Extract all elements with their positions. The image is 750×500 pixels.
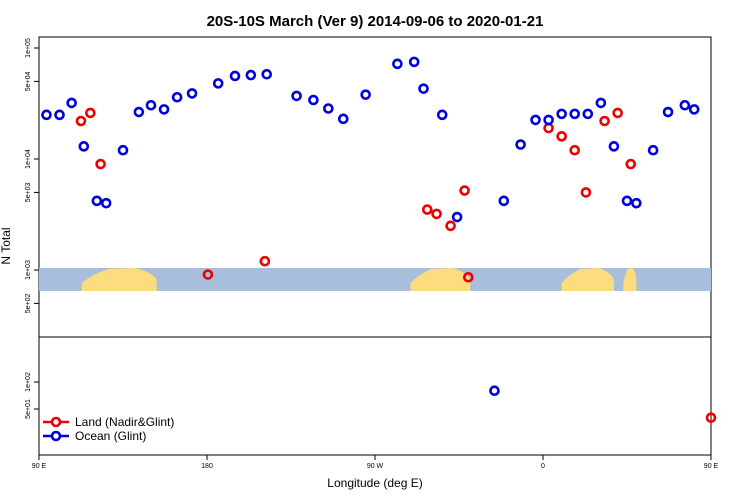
ocean-point [688, 104, 700, 115]
ocean-point [515, 139, 526, 150]
ocean-point [360, 89, 371, 100]
x-tick-label: 180 [201, 463, 213, 470]
ocean-point [569, 108, 581, 120]
land-point [459, 185, 470, 196]
y-tick-label: 1e+04 [25, 149, 32, 169]
ocean-point [498, 195, 510, 207]
ocean-point [186, 88, 198, 99]
ocean-point [582, 108, 594, 120]
legend-land-marker [50, 416, 62, 428]
ocean-point [323, 103, 334, 114]
land-point [569, 144, 581, 156]
ocean-point [54, 109, 65, 121]
land-point [75, 115, 87, 127]
ocean-point [621, 195, 633, 207]
land-point [421, 204, 433, 215]
ocean-point [436, 109, 448, 121]
ocean-point [308, 94, 319, 106]
ocean-point [337, 113, 349, 125]
land-point [431, 208, 442, 220]
ocean-point [171, 91, 183, 103]
land-point [599, 115, 610, 127]
ocean-point [418, 83, 429, 94]
ocean-point [291, 90, 302, 102]
map-land [623, 268, 637, 291]
ocean-point [408, 56, 420, 68]
land-point [95, 158, 106, 170]
ocean-point [212, 78, 224, 89]
chart-title: 20S-10S March (Ver 9) 2014-09-06 to 2020… [207, 13, 544, 30]
land-point [580, 187, 592, 198]
y-tick-label: 5e+04 [25, 71, 32, 91]
y-tick-label: 5e+02 [25, 293, 32, 313]
ocean-point [100, 197, 112, 209]
ocean-point [41, 109, 52, 121]
ocean-point [543, 114, 554, 126]
ocean-point [117, 144, 129, 156]
ocean-point [158, 104, 170, 115]
x-axis-label: Longitude (deg E) [327, 476, 422, 490]
land-point [85, 107, 96, 119]
ocean-point [662, 106, 674, 118]
ocean-point [595, 97, 607, 109]
ocean-point [133, 106, 145, 118]
y-tick-label: 5e+01 [25, 399, 32, 419]
y-axis-ticks: 1e+05 5e+04 1e+04 5e+03 1e+03 5e+02 1e+02 5e+01 [25, 38, 39, 419]
ocean-point [489, 385, 500, 396]
y-tick-label: 1e+05 [25, 38, 32, 58]
map-land [81, 268, 157, 291]
ocean-point [145, 99, 157, 111]
ocean-point [451, 211, 463, 223]
ocean-point [78, 141, 90, 152]
ocean-point [392, 58, 403, 70]
ocean-point [647, 144, 659, 156]
map-land [410, 268, 471, 291]
map-land [561, 268, 614, 291]
data-points [41, 56, 717, 423]
land-point [625, 158, 637, 170]
x-tick-label: 90 W [367, 463, 384, 470]
land-point [612, 107, 623, 119]
x-tick-label: 90 E [32, 463, 47, 470]
y-tick-label: 1e+03 [25, 260, 32, 280]
ocean-point [608, 141, 620, 152]
ocean-point [530, 114, 541, 126]
legend: Land (Nadir&Glint)Ocean (Glint) [43, 415, 174, 443]
ocean-point [556, 108, 567, 120]
land-point [445, 220, 456, 232]
x-tick-label: 0 [541, 463, 545, 470]
y-axis-label: N Total [0, 227, 13, 264]
map-ocean [39, 268, 711, 291]
land-point [463, 271, 474, 283]
land-point [556, 131, 567, 142]
x-axis-ticks: 90 E 180 90 W 0 90 E [32, 455, 719, 470]
ocean-point [245, 69, 257, 81]
legend-ocean-marker [50, 430, 62, 442]
ocean-point [229, 70, 241, 82]
land-point [202, 269, 214, 280]
legend-land-label: Land (Nadir&Glint) [75, 415, 174, 429]
ocean-point [261, 68, 273, 80]
ocean-point [66, 97, 77, 109]
ocean-point [631, 197, 642, 209]
land-point [705, 412, 717, 423]
ocean-point [91, 195, 103, 207]
ocean-point [679, 99, 691, 111]
y-tick-label: 1e+02 [25, 372, 32, 392]
map-strip [39, 268, 711, 291]
legend-ocean-label: Ocean (Glint) [75, 429, 146, 443]
land-point [259, 255, 271, 267]
y-tick-label: 5e+03 [25, 182, 32, 202]
x-tick-label: 90 E [704, 463, 719, 470]
